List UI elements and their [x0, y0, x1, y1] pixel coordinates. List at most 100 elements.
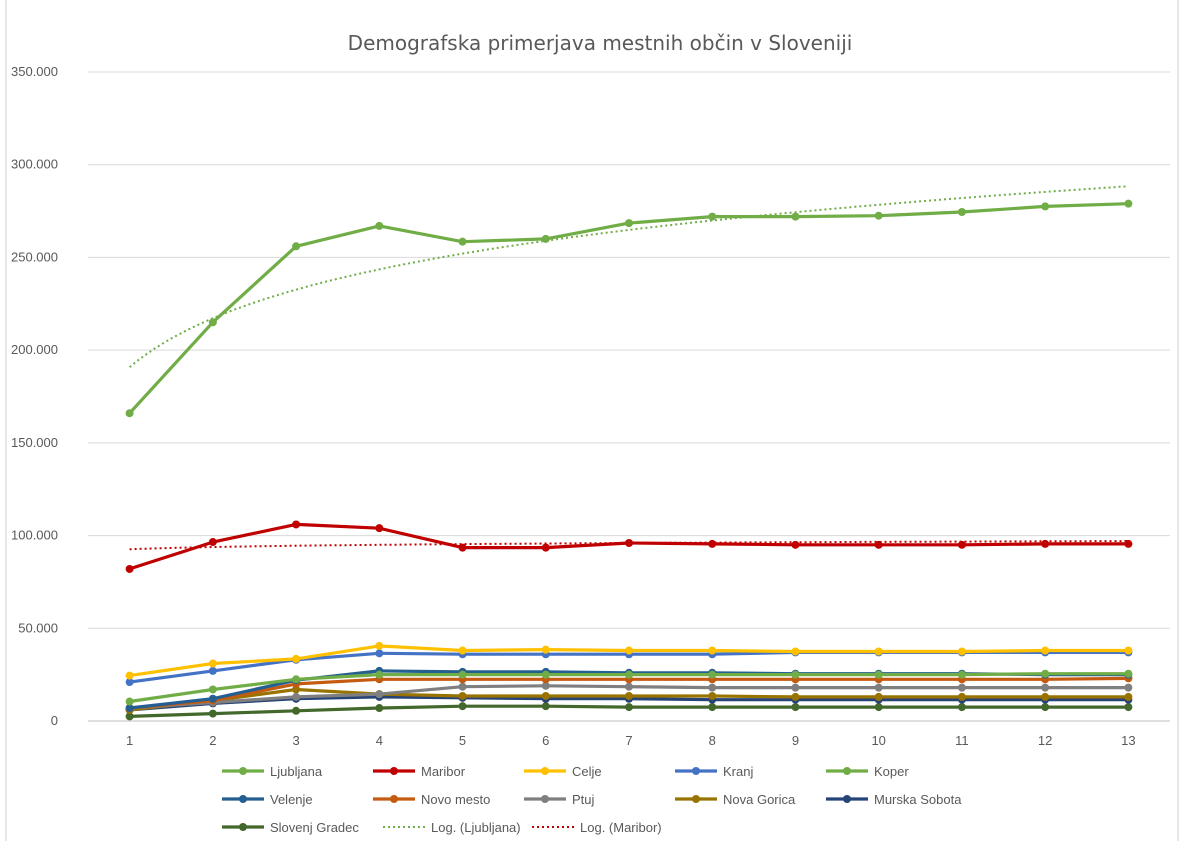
data-point — [292, 520, 301, 529]
legend-marker — [390, 795, 398, 803]
data-point — [375, 670, 384, 679]
data-point — [1124, 199, 1133, 208]
data-point — [957, 647, 966, 656]
y-axis-ticks: 0 50.000 100.000 150.000 200.000 250.000 300.0… — [11, 64, 58, 728]
legend-label: Murska Sobota — [874, 792, 962, 807]
series-koper — [125, 669, 1133, 706]
data-point — [541, 691, 550, 700]
y-tick-label: 150.000 — [11, 435, 58, 450]
data-point — [1041, 539, 1050, 548]
y-tick-label: 0 — [51, 713, 58, 728]
data-point — [1041, 669, 1050, 678]
data-point — [125, 712, 134, 721]
data-point — [874, 683, 883, 692]
data-point — [791, 692, 800, 701]
x-tick-label: 5 — [459, 733, 466, 748]
x-tick-label: 13 — [1121, 733, 1135, 748]
trendlines — [128, 185, 1129, 551]
legend-item-murska-sobota: Murska Sobota — [826, 792, 962, 807]
legend-marker — [390, 767, 398, 775]
data-point — [874, 211, 883, 220]
data-point — [458, 646, 467, 655]
legend-item-ljubljana: Ljubljana — [222, 764, 323, 779]
legend-marker — [239, 767, 247, 775]
y-tick-label: 50.000 — [18, 620, 58, 635]
legend-item-novo-mesto: Novo mesto — [373, 792, 490, 807]
y-tick-label: 300.000 — [11, 157, 58, 172]
data-point — [375, 221, 384, 230]
legend-label: Maribor — [421, 764, 466, 779]
data-point — [458, 670, 467, 679]
legend-marker — [692, 795, 700, 803]
data-point — [708, 670, 717, 679]
x-tick-label: 8 — [709, 733, 716, 748]
data-point — [125, 671, 134, 680]
y-tick-label: 100.000 — [11, 528, 58, 543]
legend-item-log-ljubljana: Log. (Ljubljana) — [383, 820, 521, 835]
trendline-maribor — [129, 540, 1129, 551]
data-point — [791, 683, 800, 692]
data-point — [208, 538, 217, 547]
data-point — [957, 207, 966, 216]
legend-label: Log. (Maribor) — [580, 820, 662, 835]
x-tick-label: 9 — [792, 733, 799, 748]
data-point — [874, 692, 883, 701]
data-point — [541, 234, 550, 243]
data-point — [1041, 646, 1050, 655]
series-ljubljana — [125, 199, 1133, 418]
gridlines — [88, 71, 1170, 722]
data-point — [1124, 692, 1133, 701]
y-tick-label: 250.000 — [11, 249, 58, 264]
x-tick-label: 7 — [625, 733, 632, 748]
data-point — [708, 703, 717, 712]
x-tick-label: 2 — [209, 733, 216, 748]
x-tick-label: 6 — [542, 733, 549, 748]
series-maribor — [125, 520, 1133, 573]
legend-item-log-maribor: Log. (Maribor) — [532, 820, 662, 835]
data-point — [125, 678, 134, 687]
data-point — [208, 685, 217, 694]
data-point — [957, 540, 966, 549]
legend-marker — [239, 795, 247, 803]
legend-item-slovenj-gradec: Slovenj Gradec — [222, 820, 359, 835]
legend-label: Ptuj — [572, 792, 595, 807]
series-slovenj-gradec — [125, 702, 1133, 721]
data-point — [292, 692, 301, 701]
data-point — [1041, 683, 1050, 692]
data-point — [791, 703, 800, 712]
data-point — [708, 683, 717, 692]
data-point — [292, 675, 301, 684]
series-ptuj — [125, 681, 1133, 713]
x-tick-label: 10 — [871, 733, 885, 748]
legend: Ljubljana Maribor Celje Kranj Koper Velenje No… — [222, 764, 962, 835]
data-point — [125, 704, 134, 713]
x-axis-ticks: 1 2 3 4 5 6 7 8 9 10 11 12 13 — [126, 733, 1136, 748]
legend-label: Kranj — [723, 764, 753, 779]
legend-item-velenje: Velenje — [222, 792, 313, 807]
data-point — [458, 702, 467, 711]
legend-item-maribor: Maribor — [373, 764, 466, 779]
data-point — [208, 694, 217, 703]
data-point — [957, 703, 966, 712]
legend-label: Nova Gorica — [723, 792, 796, 807]
data-point — [874, 647, 883, 656]
data-point — [541, 681, 550, 690]
data-point — [1124, 703, 1133, 712]
data-point — [458, 691, 467, 700]
legend-item-celje: Celje — [524, 764, 602, 779]
legend-marker — [843, 767, 851, 775]
x-tick-label: 12 — [1038, 733, 1052, 748]
data-point — [625, 670, 633, 679]
legend-label: Novo mesto — [421, 792, 490, 807]
data-point — [957, 670, 966, 679]
legend-marker — [843, 795, 851, 803]
legend-label: Velenje — [270, 792, 313, 807]
data-point — [791, 540, 800, 549]
y-tick-label: 350.000 — [11, 64, 58, 79]
data-point — [625, 538, 633, 547]
data-point — [1124, 683, 1133, 692]
data-point — [458, 682, 467, 691]
data-point — [791, 647, 800, 656]
data-point — [874, 703, 883, 712]
data-point — [458, 237, 467, 246]
